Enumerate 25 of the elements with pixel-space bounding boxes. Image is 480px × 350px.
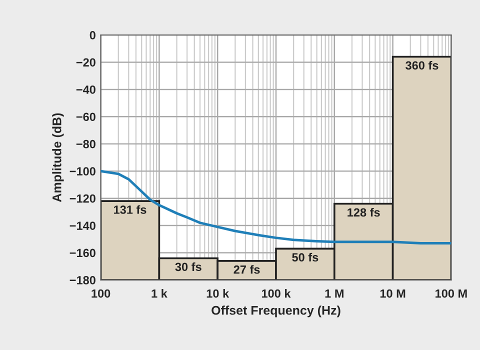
y-tick-label: −80 <box>76 140 96 148</box>
y-tick-label: −160 <box>70 248 96 258</box>
annotation: 128 fs <box>348 208 380 217</box>
y-axis-title: Amplitude (dB) <box>52 113 64 202</box>
y-tick-label: −140 <box>70 222 96 230</box>
y-tick-label: 0 <box>90 31 96 40</box>
annotation: 131 fs <box>114 205 146 214</box>
y-tick-label: −20 <box>76 58 96 67</box>
x-tick-label: 100 k <box>262 289 291 298</box>
x-tick-label: 10 k <box>206 289 230 298</box>
x-tick-label: 1 k <box>152 289 168 298</box>
x-tick-label: 1 M <box>325 289 344 298</box>
y-tick-label: −60 <box>76 112 96 122</box>
y-tick-label: −180 <box>70 276 96 284</box>
annotation: 30 fs <box>175 262 202 272</box>
annotation: 27 fs <box>234 265 260 274</box>
y-tick-label: −40 <box>76 85 96 94</box>
x-tick-label: 100 <box>92 289 110 298</box>
x-axis-title: Offset Frequency (Hz) <box>212 306 340 318</box>
annotation: 50 fs <box>292 252 318 262</box>
x-tick-label: 100 M <box>436 289 467 298</box>
y-tick-label: −100 <box>70 167 96 176</box>
annotation: 360 fs <box>406 60 438 70</box>
x-tick-label: 10 M <box>380 289 406 298</box>
y-tick-label: −120 <box>70 194 96 203</box>
